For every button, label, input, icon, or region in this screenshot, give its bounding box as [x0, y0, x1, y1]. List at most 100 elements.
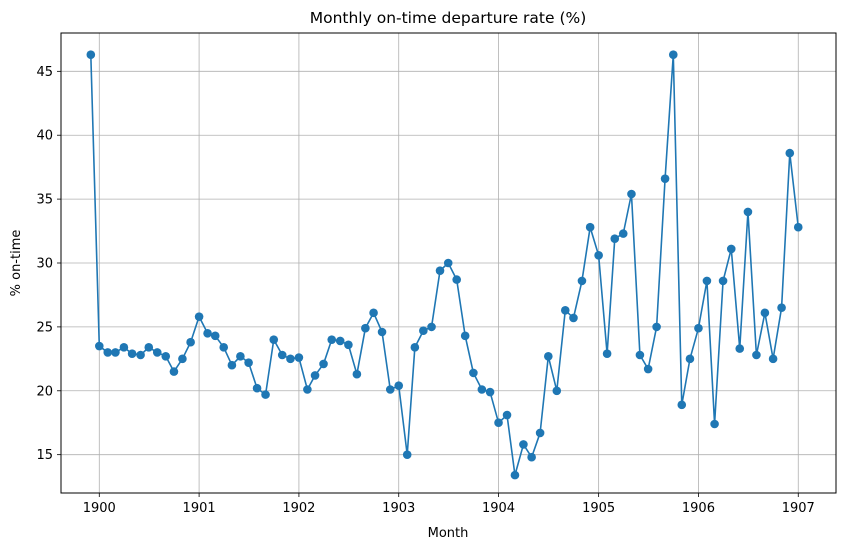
x-tick-label: 1904: [482, 501, 515, 516]
data-point: [452, 275, 462, 284]
y-tick-label: 20: [36, 384, 53, 399]
data-point: [610, 234, 620, 244]
data-point: [527, 452, 536, 462]
y-tick-label: 40: [36, 129, 53, 144]
data-point: [236, 351, 245, 361]
data-point: [136, 350, 145, 360]
data-point: [427, 322, 436, 332]
data-point: [510, 470, 520, 480]
data-point: [310, 371, 320, 380]
data-point: [335, 336, 345, 346]
x-tick-label: 1901: [183, 501, 216, 516]
data-point: [169, 367, 179, 376]
data-point: [186, 337, 195, 347]
data-point: [86, 50, 96, 60]
data-point: [560, 305, 570, 315]
data-point: [735, 344, 745, 353]
data-point: [793, 222, 803, 232]
data-point: [402, 450, 412, 459]
data-point: [144, 343, 154, 352]
data-point: [677, 400, 687, 410]
y-tick-label: 25: [36, 320, 53, 335]
data-point: [643, 364, 653, 374]
data-point: [544, 351, 553, 361]
data-point: [161, 351, 171, 361]
data-point: [286, 354, 295, 364]
data-point: [94, 341, 104, 351]
data-point: [743, 207, 753, 217]
data-point: [178, 354, 187, 364]
x-axis-label: Month: [428, 526, 469, 541]
data-point: [494, 418, 503, 428]
x-axis-ticks: 1900 1901 1902 1903 1904 1905 1906 1907: [83, 493, 815, 516]
data-point: [261, 390, 270, 399]
data-point: [385, 385, 395, 394]
data-point: [752, 350, 761, 360]
data-point: [194, 312, 204, 321]
chart-title: Monthly on-time departure rate (%): [310, 9, 587, 27]
data-point: [585, 222, 595, 232]
data-point: [319, 359, 328, 369]
x-tick-label: 1900: [83, 501, 116, 516]
x-tick-label: 1906: [682, 501, 715, 516]
data-point: [103, 348, 113, 357]
data-point: [327, 335, 337, 344]
data-point: [469, 368, 478, 378]
data-point: [552, 386, 562, 396]
data-point: [726, 244, 736, 254]
x-tick-label: 1905: [582, 501, 615, 516]
data-point: [119, 343, 129, 352]
data-point: [252, 383, 262, 393]
x-tick-label: 1907: [782, 501, 815, 516]
x-tick-label: 1902: [282, 501, 315, 516]
data-point: [635, 350, 645, 360]
data-point: [577, 276, 587, 286]
data-point: [502, 410, 512, 420]
data-point: [710, 419, 719, 429]
y-tick-label: 15: [36, 448, 53, 463]
y-tick-label: 35: [36, 193, 53, 208]
data-point: [569, 313, 578, 323]
data-point: [152, 348, 162, 357]
data-point: [419, 326, 428, 336]
data-point: [485, 387, 495, 397]
y-tick-label: 30: [36, 257, 53, 272]
data-point: [777, 303, 786, 313]
data-point: [785, 148, 795, 158]
data-point: [344, 340, 353, 350]
data-point: [219, 343, 229, 352]
data-point: [702, 276, 712, 286]
data-point: [277, 350, 287, 360]
data-point: [652, 322, 661, 332]
data-point: [694, 323, 703, 333]
data-point: [227, 360, 237, 370]
data-point: [602, 349, 612, 359]
data-point: [668, 50, 678, 60]
data-point: [460, 331, 470, 341]
data-point: [111, 348, 120, 357]
data-point: [768, 354, 778, 364]
y-tick-label: 45: [36, 65, 53, 80]
data-point: [594, 251, 603, 260]
data-point: [244, 358, 253, 367]
y-axis-ticks: 15 20 25 30 35 40 45: [36, 65, 61, 463]
data-point: [294, 353, 304, 362]
data-point: [377, 327, 387, 337]
data-series: [86, 50, 803, 480]
data-point: [535, 428, 545, 438]
data-point: [660, 174, 670, 183]
data-point: [618, 229, 628, 238]
data-point: [303, 385, 312, 394]
data-point: [685, 354, 695, 364]
data-point: [369, 308, 378, 318]
data-point: [361, 323, 370, 333]
data-point: [760, 308, 770, 318]
data-point: [394, 381, 404, 390]
data-point: [203, 328, 212, 338]
data-point: [477, 385, 487, 394]
data-point: [443, 258, 453, 268]
data-point: [352, 369, 362, 379]
x-tick-label: 1903: [382, 501, 415, 516]
